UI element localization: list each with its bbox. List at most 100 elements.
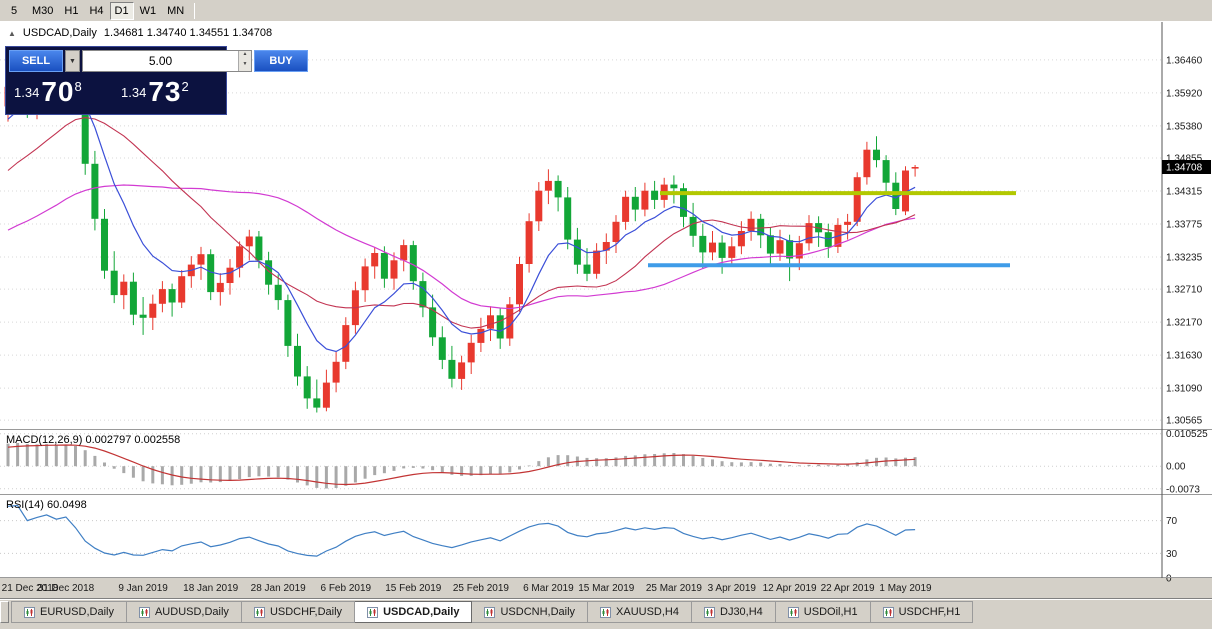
timeframe-button-H1[interactable]: H1 <box>64 4 79 17</box>
tab-label: USDOil,H1 <box>803 606 858 618</box>
timeframe-buttons: 5 M30 H1 H4 D1 W1 MN <box>2 1 189 20</box>
svg-text:30: 30 <box>1166 549 1178 560</box>
chart-tab-AUDUSD-Daily[interactable]: AUDUSD,Daily <box>126 601 242 623</box>
chart-tab-DJ30-H4[interactable]: DJ30,H4 <box>692 601 776 623</box>
bid-price-prefix: 1.34 <box>14 85 40 100</box>
chart-icon <box>882 606 894 618</box>
chart-tab-USDCHF-Daily[interactable]: USDCHF,Daily <box>241 601 356 623</box>
svg-text:3 Apr 2019: 3 Apr 2019 <box>708 583 757 594</box>
svg-text:0: 0 <box>1166 574 1172 585</box>
svg-text:6 Mar 2019: 6 Mar 2019 <box>523 583 574 594</box>
chart-icon <box>600 606 612 618</box>
ask-price-prefix: 1.34 <box>121 85 147 100</box>
chart-icon <box>484 606 496 618</box>
timeframe-button-W1[interactable]: W1 <box>139 4 157 17</box>
svg-text:1.33775: 1.33775 <box>1166 220 1203 231</box>
macd-indicator-title: MACD(12,26,9) 0.002797 0.002558 <box>6 434 181 446</box>
bid-price-pip: 8 <box>74 79 82 94</box>
chart-tab-USDCNH-Daily[interactable]: USDCNH,Daily <box>472 601 589 623</box>
price-axis: 1.36460 1.35920 1.35380 1.34855 1.34315 1.337… <box>1166 55 1203 426</box>
svg-text:15 Feb 2019: 15 Feb 2019 <box>385 583 442 594</box>
volume-box: ▲ ▼ <box>82 50 252 72</box>
tab-label: USDCNH,Daily <box>500 606 576 618</box>
tab-label: AUDUSD,Daily <box>154 606 229 618</box>
volume-down-icon[interactable]: ▼ <box>239 61 251 71</box>
ask-price-main: 73 <box>148 76 182 107</box>
ask-price-pip: 2 <box>181 79 189 94</box>
chart-icon <box>367 606 379 618</box>
svg-text:6 Feb 2019: 6 Feb 2019 <box>320 583 371 594</box>
order-dropdown[interactable]: ▼ <box>65 50 80 72</box>
chart-ohlc-values: 1.34681 1.34740 1.34551 1.34708 <box>103 27 273 39</box>
chart-icon <box>253 606 265 618</box>
moving-averages <box>7 87 916 353</box>
tab-label: EURUSD,Daily <box>40 606 114 618</box>
tab-label: USDCHF,Daily <box>269 606 343 618</box>
svg-text:0.00: 0.00 <box>1166 462 1186 473</box>
svg-text:-0.0073: -0.0073 <box>1166 484 1200 495</box>
bid-price-button[interactable]: 1.34 70 8 <box>9 75 116 111</box>
svg-text:22 Apr 2019: 22 Apr 2019 <box>821 583 875 594</box>
current-price-tag: 1.34708 <box>1162 160 1211 174</box>
chart-plot[interactable]: 0.010525 0.00 -0.0073 70 30 0 1.36460 1.35920… <box>0 22 1212 598</box>
timeframe-button-M30[interactable]: M30 <box>32 4 54 17</box>
chart-icon <box>24 606 35 618</box>
chart-tab-USDCAD-Daily[interactable]: USDCAD,Daily <box>355 601 473 623</box>
chevron-down-icon: ▼ <box>69 57 76 65</box>
sell-button[interactable]: SELL <box>9 50 63 72</box>
chart-tabs-bar: EURUSD,Daily AUDUSD,Daily USDCHF,Daily USDC… <box>0 598 1212 629</box>
svg-text:1.32170: 1.32170 <box>1166 318 1203 329</box>
svg-text:70: 70 <box>1166 516 1178 527</box>
chart-background <box>0 22 1212 598</box>
chart-icon <box>787 606 799 618</box>
svg-text:1.32710: 1.32710 <box>1166 285 1203 296</box>
timeframe-button-MN[interactable]: MN <box>167 4 185 17</box>
svg-text:9 Jan 2019: 9 Jan 2019 <box>118 583 168 594</box>
chart-tab-XAUUSD-H4[interactable]: XAUUSD,H4 <box>588 601 692 623</box>
one-click-collapse-icon[interactable]: ▲ <box>8 28 16 38</box>
chart-region: 0.010525 0.00 -0.0073 70 30 0 1.36460 1.35920… <box>0 22 1212 598</box>
timeframe-toolbar: 5 M30 H1 H4 D1 W1 MN <box>0 0 1212 22</box>
svg-text:1.35920: 1.35920 <box>1166 88 1203 99</box>
svg-text:1.31630: 1.31630 <box>1166 351 1203 362</box>
rsi-panel: 70 30 0 <box>0 504 1178 585</box>
one-click-trading-panel: SELL ▼ ▲ ▼ BUY 1.34708 1.347 <box>5 46 308 115</box>
volume-up-icon[interactable]: ▲ <box>239 51 251 61</box>
volume-input[interactable] <box>83 51 238 71</box>
timeframe-button-5[interactable]: 5 <box>10 4 18 17</box>
chart-icon <box>138 606 150 618</box>
chart-tab-USDCHF-H1[interactable]: USDCHF,H1 <box>870 601 974 623</box>
price-grid <box>0 59 1162 421</box>
svg-text:1.35380: 1.35380 <box>1166 121 1203 132</box>
candles <box>4 48 919 413</box>
svg-text:1 May 2019: 1 May 2019 <box>879 583 932 594</box>
svg-text:21 Dec 2018: 21 Dec 2018 <box>2 583 59 594</box>
date-axis-strip <box>0 578 1212 598</box>
chart-tab-EURUSD-Daily[interactable]: EURUSD,Daily <box>11 601 127 623</box>
panel-separators[interactable] <box>0 22 1212 578</box>
macd-panel: 0.010525 0.00 -0.0073 <box>0 429 1208 495</box>
ask-price-button[interactable]: 1.34 73 2 <box>116 75 223 111</box>
rsi-indicator-title: RSI(14) 60.0498 <box>6 499 87 511</box>
svg-text:31 Dec 2018: 31 Dec 2018 <box>38 583 95 594</box>
timeframe-button-H4[interactable]: H4 <box>89 4 104 17</box>
chart-icon <box>704 606 715 618</box>
chart-canvas[interactable]: 0.010525 0.00 -0.0073 70 30 0 1.36460 1.35920… <box>0 22 1212 598</box>
chart-symbol-period: USDCAD,Daily <box>22 27 97 39</box>
svg-text:1.34708: 1.34708 <box>1166 163 1203 174</box>
svg-text:12 Apr 2019: 12 Apr 2019 <box>763 583 817 594</box>
svg-text:1.34315: 1.34315 <box>1166 187 1203 198</box>
buy-button[interactable]: BUY <box>254 50 308 72</box>
svg-text:1.30565: 1.30565 <box>1166 416 1203 427</box>
tab-scroll-button[interactable] <box>0 601 9 623</box>
timeframe-button-D1[interactable]: D1 <box>109 1 134 20</box>
tab-label: DJ30,H4 <box>720 606 763 618</box>
trend-lines[interactable] <box>648 191 1016 268</box>
svg-text:1.36460: 1.36460 <box>1166 55 1203 66</box>
tab-label: USDCAD,Daily <box>383 606 460 618</box>
svg-text:0.010525: 0.010525 <box>1166 429 1208 440</box>
chart-tab-USDOil-H1[interactable]: USDOil,H1 <box>775 601 871 623</box>
svg-text:25 Mar 2019: 25 Mar 2019 <box>646 583 703 594</box>
